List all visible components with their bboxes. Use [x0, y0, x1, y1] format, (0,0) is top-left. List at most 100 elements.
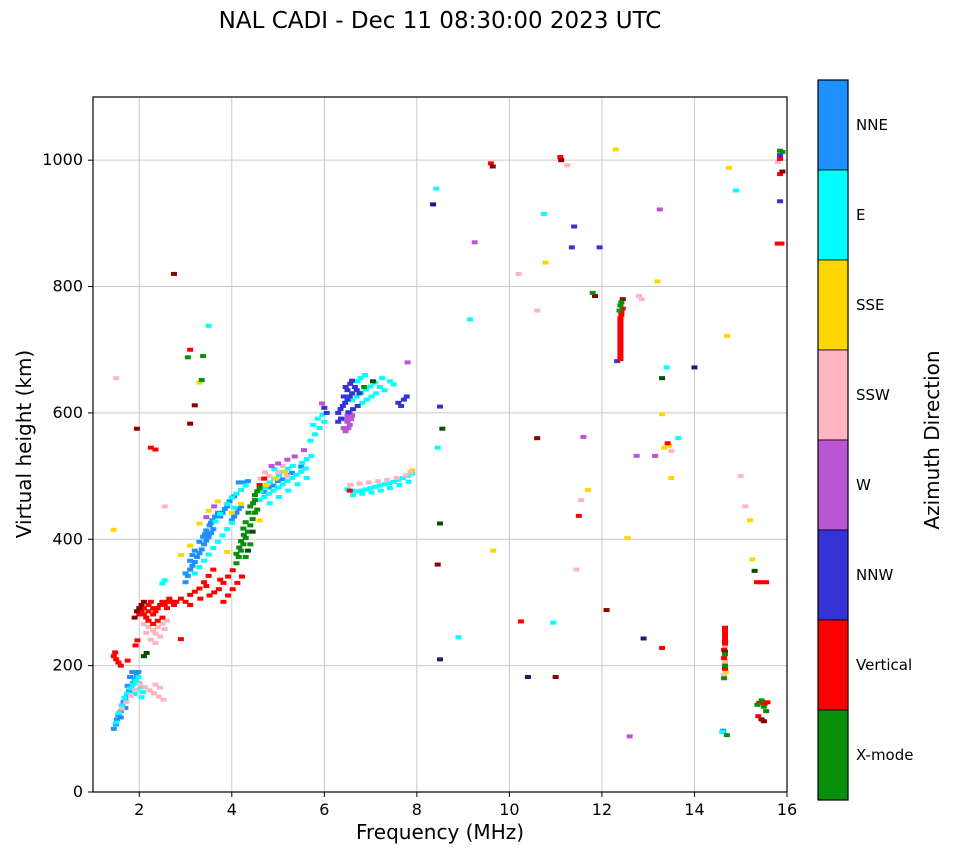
- scatter-point-e: [131, 692, 138, 697]
- scatter-point-e: [275, 494, 282, 499]
- scatter-point-e: [372, 484, 379, 489]
- scatter-point-e: [308, 453, 315, 458]
- scatter-point-x-mode: [242, 536, 249, 541]
- scatter-point-nne: [126, 688, 133, 693]
- scatter-point-vertical: [136, 612, 143, 617]
- scatter-point-nne: [110, 726, 117, 731]
- scatter-point-e: [129, 682, 136, 687]
- scatter-point-e: [733, 188, 740, 193]
- scatter-point-e: [376, 483, 383, 488]
- scatter-point-vertical: [113, 657, 120, 662]
- scatter-point-vertical: [603, 608, 610, 613]
- scatter-point-vertical: [168, 599, 175, 604]
- scatter-point-nne: [235, 480, 242, 485]
- scatter-point-ssw: [160, 697, 167, 702]
- scatter-point-nnw: [350, 407, 357, 412]
- scatter-point-ssw: [375, 479, 382, 484]
- scatter-point-x-mode: [249, 517, 256, 522]
- scatter-point-vertical: [722, 649, 729, 654]
- scatter-point-e: [376, 385, 383, 390]
- scatter-point-vertical: [558, 158, 565, 163]
- colorbar-tick-label: SSE: [856, 296, 885, 314]
- scatter-point-ssw: [638, 297, 645, 302]
- scatter-point-ssw: [774, 160, 781, 165]
- scatter-point-e: [349, 398, 356, 403]
- scatter-point-nnw: [349, 391, 356, 396]
- scatter-point-ssw: [159, 621, 166, 626]
- scatter-point-sse: [177, 553, 184, 558]
- scatter-point-vertical: [722, 641, 729, 646]
- scatter-point-ssw: [635, 294, 642, 299]
- scatter-point-vertical: [143, 615, 150, 620]
- scatter-point-e: [399, 475, 406, 480]
- scatter-point-ssw: [564, 163, 571, 168]
- scatter-point-e: [390, 382, 397, 387]
- scatter-point-ssw: [154, 625, 161, 630]
- scatter-point-vertical: [517, 619, 524, 624]
- scatter-point-nne: [129, 669, 136, 674]
- scatter-point-ssw: [157, 634, 164, 639]
- scatter-point-x-mode: [722, 663, 729, 668]
- colorbar-tick-label: Vertical: [856, 656, 912, 674]
- scatter-point-nnw: [568, 245, 575, 250]
- scatter-point-x-mode: [238, 548, 245, 553]
- scatter-point-ssw: [161, 504, 168, 509]
- scatter-point-w: [404, 360, 411, 365]
- scatter-point-vertical: [617, 347, 624, 352]
- scatter-point-nnw: [344, 397, 351, 402]
- scatter-point-vertical: [721, 656, 728, 661]
- scatter-point-vertical: [134, 638, 141, 643]
- scatter-point-x-mode: [659, 376, 666, 381]
- scatter-point-e: [312, 432, 319, 437]
- scatter-point-vertical: [722, 628, 729, 633]
- scatter-point-e: [285, 466, 292, 471]
- scatter-point-nne: [187, 567, 194, 572]
- scatter-point-nne: [182, 571, 189, 576]
- scatter-point-e: [367, 384, 374, 389]
- scatter-point-x-mode: [198, 378, 205, 383]
- scatter-point-vertical: [234, 580, 241, 585]
- scatter-point-vertical: [145, 602, 152, 607]
- scatter-point-nnw: [342, 385, 349, 390]
- scatter-point-x-mode: [589, 290, 596, 295]
- scatter-point-nne: [182, 580, 189, 585]
- scatter-point-nne: [203, 538, 210, 543]
- scatter-point-vertical: [763, 580, 770, 585]
- scatter-point-nne: [191, 548, 198, 553]
- scatter-point-nnw: [524, 675, 531, 680]
- scatter-point-vertical: [591, 294, 598, 299]
- scatter-point-e: [159, 581, 166, 586]
- scatter-point-vertical: [124, 658, 131, 663]
- scatter-point-nnw: [398, 403, 405, 408]
- tick-label-x: 10: [499, 800, 519, 819]
- scatter-point-nnw: [349, 378, 356, 383]
- scatter-point-vertical: [132, 643, 139, 648]
- scatter-point-vertical: [203, 584, 210, 589]
- scatter-point-nnw: [437, 657, 443, 662]
- plot-area: [93, 97, 787, 792]
- tick-label-y: 400: [52, 529, 83, 548]
- scatter-point-vertical: [659, 645, 666, 650]
- scatter-point-sse: [726, 165, 733, 170]
- scatter-point-nne: [122, 705, 129, 710]
- scatter-point-vertical: [133, 426, 140, 431]
- scatter-point-vertical: [225, 593, 232, 598]
- scatter-point-e: [262, 485, 269, 490]
- colorbar-band-e: [817, 169, 849, 261]
- scatter-point-nne: [209, 518, 216, 523]
- scatter-point-e: [307, 438, 314, 443]
- scatter-point-nne: [235, 506, 242, 511]
- scatter-point-nne: [279, 477, 286, 482]
- scatter-point-vertical: [170, 602, 177, 607]
- scatter-point-sse: [196, 521, 203, 526]
- scatter-point-vertical: [617, 328, 624, 333]
- scatter-point-x-mode: [616, 308, 623, 313]
- scatter-point-x-mode: [140, 654, 147, 659]
- scatter-point-vertical: [187, 592, 194, 597]
- scatter-point-e: [284, 479, 291, 484]
- scatter-point-sse: [668, 475, 675, 480]
- scatter-point-w: [349, 413, 356, 418]
- scatter-point-vertical: [617, 319, 624, 324]
- scatter-point-nne: [207, 520, 214, 525]
- scatter-point-vertical: [206, 593, 213, 598]
